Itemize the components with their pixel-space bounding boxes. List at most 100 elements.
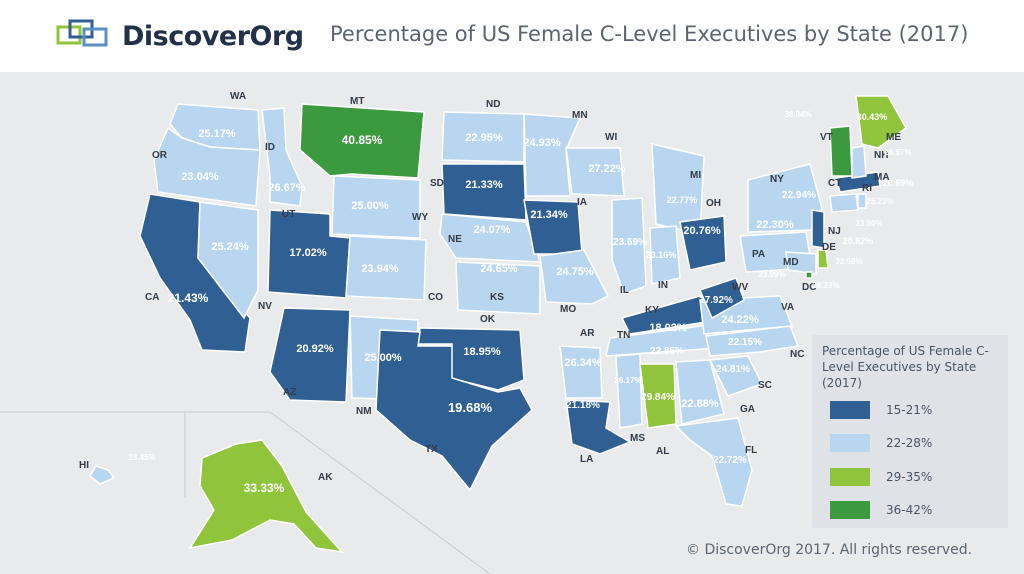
legend-swatch (830, 401, 870, 419)
legend-swatch (830, 468, 870, 486)
state-ct (829, 193, 859, 213)
state-value-dc: 36.23% (812, 281, 839, 290)
state-value-tn: 22.85% (650, 346, 684, 357)
state-abbr-vt: VT (820, 132, 833, 143)
state-ms (615, 353, 643, 429)
state-wy (331, 175, 421, 239)
state-abbr-wi: WI (605, 132, 617, 143)
state-abbr-la: LA (580, 454, 593, 465)
state-or (153, 126, 261, 207)
state-abbr-or: OR (152, 150, 168, 161)
state-value-az: 20.92% (296, 343, 334, 355)
state-value-il: 23.69% (613, 237, 647, 248)
state-id (261, 107, 303, 207)
state-value-hi: 23.45% (128, 453, 155, 462)
state-abbr-nh: NH (874, 150, 888, 161)
state-abbr-wv: WV (732, 282, 748, 293)
state-value-or: 23.04% (181, 171, 219, 183)
state-value-mi: 22.77% (667, 195, 698, 205)
legend-swatch (830, 501, 870, 519)
state-abbr-ar: AR (580, 328, 595, 339)
state-abbr-tn: TN (617, 330, 630, 341)
state-value-ak: 33.33% (244, 481, 285, 495)
state-abbr-nv: NV (258, 301, 272, 312)
state-dc (805, 271, 813, 279)
state-ak (188, 439, 344, 554)
state-abbr-ga: GA (740, 404, 755, 415)
state-abbr-wy: WY (412, 212, 428, 223)
state-abbr-ca: CA (145, 292, 159, 303)
state-abbr-me: ME (886, 132, 901, 143)
state-value-wi: 27.22% (588, 163, 626, 175)
state-mt (299, 103, 425, 179)
state-abbr-fl: FL (745, 445, 757, 456)
state-abbr-va: VA (781, 302, 794, 313)
state-abbr-ks: KS (490, 292, 504, 303)
state-value-ny: 22.94% (782, 190, 816, 201)
logo-text: DiscoverOrg (122, 20, 304, 52)
state-value-ne: 24.07% (473, 224, 511, 236)
state-value-ca: 21.43% (168, 291, 209, 305)
state-abbr-hi: HI (79, 460, 89, 471)
state-value-md: 23.99% (758, 270, 785, 279)
state-value-ga: 22.88% (681, 398, 719, 410)
state-value-nj: 20.82% (843, 236, 874, 246)
state-abbr-mt: MT (350, 96, 364, 107)
state-abbr-tx: TX (425, 444, 438, 455)
state-value-mt: 40.85% (342, 133, 383, 147)
state-value-wa: 25.17% (198, 128, 236, 140)
state-abbr-wa: WA (230, 91, 246, 102)
state-ne (439, 213, 542, 263)
state-value-nd: 22.95% (465, 132, 503, 144)
state-abbr-ak: AK (318, 472, 333, 483)
state-ri (857, 193, 867, 209)
state-abbr-ri: RI (862, 183, 872, 194)
state-value-va: 24.22% (721, 314, 759, 326)
legend-title: Percentage of US Female C-Level Executiv… (822, 344, 989, 390)
state-value-ok: 18.95% (463, 346, 501, 358)
state-nj (811, 209, 825, 249)
state-al (639, 363, 677, 429)
state-de (817, 249, 829, 269)
state-md (785, 251, 817, 275)
state-value-de: 32.58% (835, 257, 862, 266)
state-value-ct: 23.90% (855, 219, 882, 228)
state-value-me: 30.43% (857, 112, 888, 122)
state-abbr-sc: SC (758, 380, 772, 391)
state-abbr-al: AL (656, 446, 669, 457)
state-value-wy: 25.00% (351, 200, 389, 212)
state-abbr-md: MD (783, 257, 799, 268)
state-ar (559, 345, 603, 399)
state-value-mo: 24.75% (556, 266, 594, 278)
state-abbr-pa: PA (752, 249, 765, 260)
inset-divider (269, 411, 491, 574)
state-value-fl: 22.72% (713, 455, 747, 466)
state-value-nc: 22.15% (728, 337, 762, 348)
state-abbr-in: IN (658, 280, 668, 291)
state-mn (523, 113, 582, 197)
state-abbr-ia: IA (577, 197, 587, 208)
state-abbr-il: IL (620, 285, 629, 296)
legend-swatch (830, 434, 870, 452)
state-value-la: 21.18% (566, 400, 600, 411)
state-value-nh: 26.57% (884, 148, 911, 157)
state-ga (675, 359, 725, 425)
state-fl (674, 417, 753, 507)
legend-label: 36-42% (886, 503, 933, 517)
state-value-ia: 21.34% (530, 209, 568, 221)
state-sc (708, 355, 764, 397)
state-value-al: 29.84% (641, 392, 675, 403)
state-abbr-co: CO (428, 292, 443, 303)
state-abbr-dc: DC (802, 282, 816, 293)
state-value-nv: 25.24% (211, 241, 249, 253)
state-value-oh: 20.76% (683, 225, 721, 237)
state-value-ut: 17.02% (289, 247, 327, 259)
state-value-vt: 38.04% (784, 110, 811, 119)
state-vt (829, 125, 853, 177)
state-value-ri: 25.23% (866, 197, 893, 206)
state-abbr-mi: MI (690, 170, 701, 181)
state-abbr-ms: MS (630, 433, 645, 444)
state-value-sc: 24.81% (716, 364, 750, 375)
state-abbr-ne: NE (448, 234, 462, 245)
